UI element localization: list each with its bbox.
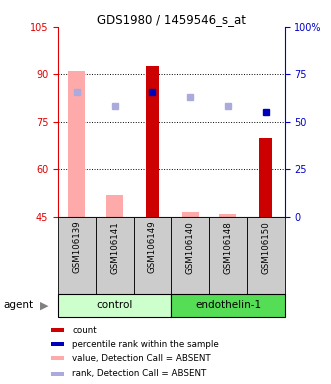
Bar xyxy=(68,71,85,217)
Bar xyxy=(182,212,199,217)
Bar xyxy=(247,217,285,294)
Bar xyxy=(51,356,64,360)
Text: ▶: ▶ xyxy=(40,300,49,310)
Text: value, Detection Call = ABSENT: value, Detection Call = ABSENT xyxy=(72,354,211,362)
Bar xyxy=(209,217,247,294)
Text: count: count xyxy=(72,326,97,334)
Bar xyxy=(146,66,159,217)
Bar xyxy=(259,138,272,217)
Text: GSM106141: GSM106141 xyxy=(110,221,119,273)
Text: GSM106139: GSM106139 xyxy=(72,221,81,273)
Bar xyxy=(133,217,171,294)
Text: GSM106148: GSM106148 xyxy=(223,221,232,273)
Bar xyxy=(51,372,64,376)
Bar xyxy=(171,217,209,294)
Bar xyxy=(58,294,171,317)
Text: percentile rank within the sample: percentile rank within the sample xyxy=(72,339,219,349)
Bar xyxy=(96,217,133,294)
Text: GSM106140: GSM106140 xyxy=(186,221,195,273)
Bar xyxy=(219,214,236,217)
Title: GDS1980 / 1459546_s_at: GDS1980 / 1459546_s_at xyxy=(97,13,246,26)
Text: agent: agent xyxy=(3,300,33,310)
Text: rank, Detection Call = ABSENT: rank, Detection Call = ABSENT xyxy=(72,369,207,378)
Bar xyxy=(58,217,96,294)
Text: GSM106149: GSM106149 xyxy=(148,221,157,273)
Bar xyxy=(51,328,64,332)
Text: control: control xyxy=(96,300,133,310)
Bar xyxy=(51,342,64,346)
Bar xyxy=(171,294,285,317)
Bar xyxy=(106,195,123,217)
Text: endothelin-1: endothelin-1 xyxy=(195,300,261,310)
Text: GSM106150: GSM106150 xyxy=(261,221,270,273)
